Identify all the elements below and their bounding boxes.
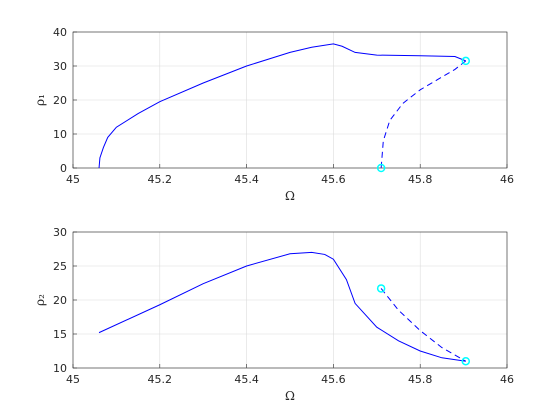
y-tick-label: 10 [53,362,67,375]
y-tick-label: 20 [53,294,67,307]
x-tick-label: 45.2 [148,373,173,386]
x-tick-label: 45.4 [234,173,259,186]
x-tick-label: 45.6 [321,173,346,186]
x-tick-label: 46 [500,373,514,386]
y-tick-label: 30 [53,60,67,73]
axes-box [72,31,508,169]
x-tick-label: 45.4 [234,373,259,386]
x-tick-label: 45 [66,373,80,386]
line [380,60,467,169]
x-tick-label: 45.8 [408,373,433,386]
y-tick-label: 30 [53,226,67,239]
y-tick-label: 0 [60,162,67,175]
line [98,251,466,362]
x-axis-label: Ω [285,189,295,203]
x-tick-label: 46 [500,173,514,186]
bifurcation-marker [461,356,471,366]
y-tick-label: 25 [53,260,67,273]
x-tick-label: 45 [66,173,80,186]
line [98,43,466,169]
x-tick-label: 45.2 [148,173,173,186]
axes-box [72,231,508,369]
y-tick-label: 10 [53,128,67,141]
y-axis-label: ρ₂ [33,294,47,306]
y-tick-label: 15 [53,328,67,341]
line [380,288,467,362]
bifurcation-marker [376,284,386,293]
y-tick-label: 20 [53,94,67,107]
y-tick-label: 40 [53,26,67,39]
x-tick-label: 45.8 [408,173,433,186]
x-axis-label: Ω [285,389,295,403]
x-tick-label: 45.6 [321,373,346,386]
bifurcation-marker [376,163,386,173]
bifurcation-marker [461,56,471,66]
y-axis-label: ρ₁ [33,94,47,106]
